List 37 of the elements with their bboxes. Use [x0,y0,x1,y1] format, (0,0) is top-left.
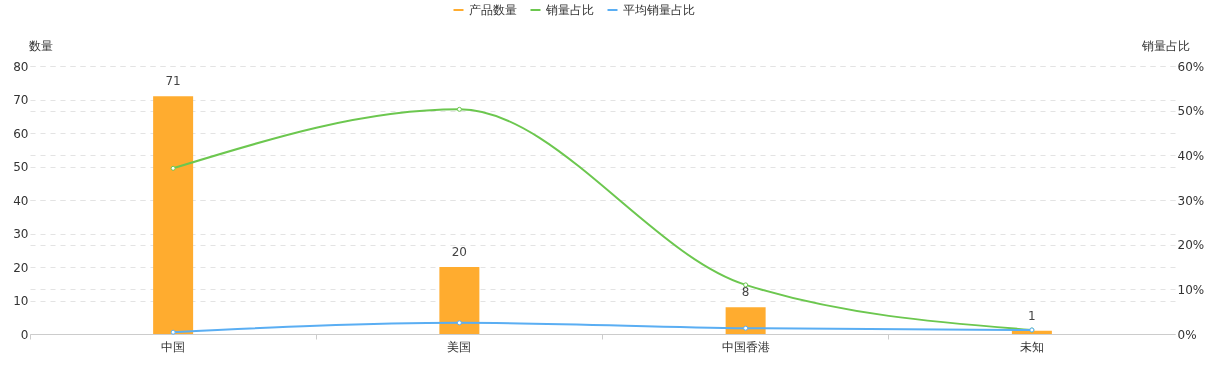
y-tick-label: 50 [13,160,29,174]
y-tick-label: 30 [13,227,29,241]
y2-tick-label: 0% [1177,327,1197,342]
data-label: 71 [165,74,181,89]
y2-tick-label: 40% [1177,148,1205,163]
x-tick-label: 未知 [1019,339,1044,354]
x-tick-label: 美国 [447,339,472,354]
data-label: 1 [1028,308,1036,323]
legend-label: 平均销量占比 [622,3,695,17]
point [743,325,749,331]
point [456,320,462,326]
point [170,165,176,171]
point [170,329,176,335]
legend-label: 产品数量 [468,3,517,17]
y2-tick-label: 20% [1177,238,1205,253]
y-tick-label: 40 [13,193,29,208]
y-tick-label: 70 [13,93,29,107]
y2-tick-label: 50% [1177,104,1205,119]
y-tick-label: 0 [20,327,29,342]
point [456,106,462,112]
x-tick-label: 中国 [161,339,186,354]
y-tick-label: 20 [13,260,29,275]
y2-tick-label: 30% [1177,193,1205,208]
y-axis-title: 数量 [28,38,53,53]
bar [725,307,766,334]
y-tick-label: 80 [13,59,29,74]
bar [153,96,194,334]
y2-tick-label: 10% [1177,282,1205,297]
data-label: 20 [451,245,468,259]
y2-tick-label: 60% [1177,59,1205,74]
y2-axis-title: 销量占比 [1140,38,1190,53]
data-label: 8 [741,285,750,300]
legend-label: 销量占比 [544,3,594,17]
x-tick-label: 中国香港 [721,339,770,354]
y-tick-label: 10 [13,294,29,308]
y-tick-label: 60 [13,126,29,141]
bar [439,267,480,334]
